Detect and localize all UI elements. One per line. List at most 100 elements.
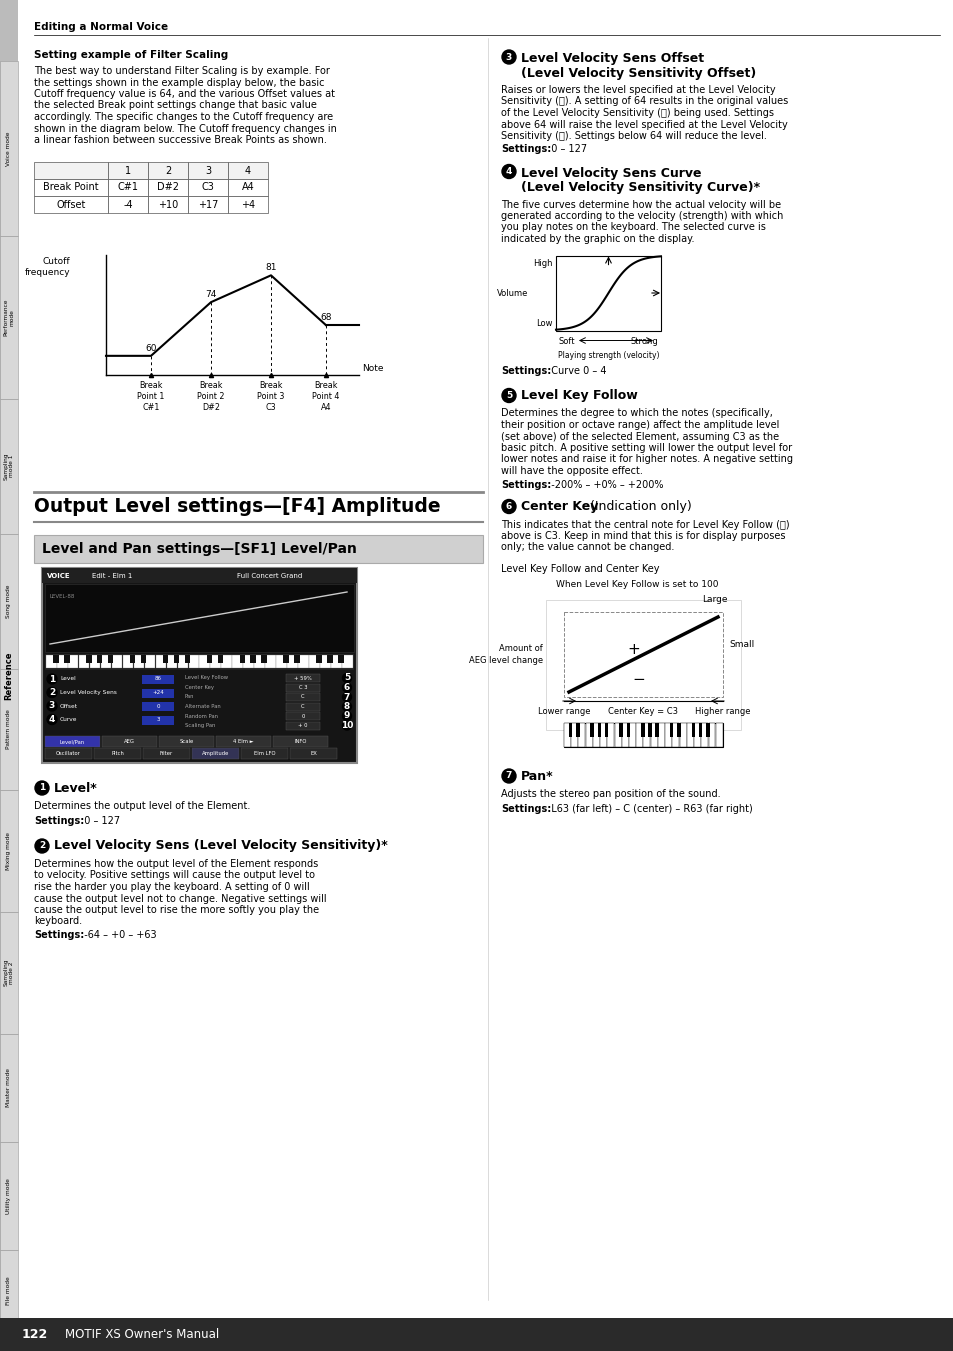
Bar bbox=[199, 655, 210, 667]
Text: High: High bbox=[533, 259, 553, 269]
Text: -64 – +0 – +63: -64 – +0 – +63 bbox=[78, 929, 156, 940]
Bar bbox=[90, 655, 100, 667]
Circle shape bbox=[342, 684, 351, 692]
Text: Setting example of Filter Scaling: Setting example of Filter Scaling bbox=[34, 50, 228, 59]
Bar bbox=[576, 723, 578, 738]
Bar bbox=[0, 790, 18, 912]
Bar bbox=[254, 655, 265, 667]
Circle shape bbox=[47, 688, 57, 697]
Text: Settings:: Settings: bbox=[500, 145, 551, 154]
Bar bbox=[0, 1250, 18, 1331]
Text: + 0: + 0 bbox=[298, 723, 308, 728]
Text: Elm LFO: Elm LFO bbox=[253, 751, 275, 757]
Bar bbox=[677, 723, 680, 738]
Text: Break
Point 2
D#2: Break Point 2 D#2 bbox=[197, 381, 225, 412]
Text: 2: 2 bbox=[49, 688, 55, 697]
Text: Raises or lowers the level specified at the Level Velocity: Raises or lowers the level specified at … bbox=[500, 85, 775, 95]
Text: Pattern mode: Pattern mode bbox=[7, 709, 11, 750]
Text: Level Velocity Sens: Level Velocity Sens bbox=[60, 690, 117, 694]
Text: Offset: Offset bbox=[60, 704, 78, 708]
Text: the selected Break point settings change that basic value: the selected Break point settings change… bbox=[34, 100, 316, 111]
Text: Center Key: Center Key bbox=[185, 685, 213, 690]
Bar bbox=[141, 655, 146, 662]
Text: Song mode: Song mode bbox=[7, 585, 11, 617]
Text: 1: 1 bbox=[49, 674, 55, 684]
Text: Level Key Follow and Center Key: Level Key Follow and Center Key bbox=[500, 563, 659, 574]
Text: The best way to understand Filter Scaling is by example. For: The best way to understand Filter Scalin… bbox=[34, 66, 330, 76]
Text: Edit - Elm 1: Edit - Elm 1 bbox=[91, 573, 132, 578]
Bar bbox=[155, 655, 166, 667]
Bar bbox=[173, 655, 179, 662]
Text: A4: A4 bbox=[241, 182, 254, 192]
Bar bbox=[0, 669, 18, 790]
Bar bbox=[163, 655, 168, 662]
Bar bbox=[618, 723, 622, 738]
Bar bbox=[148, 178, 188, 196]
Bar bbox=[276, 655, 287, 667]
Bar bbox=[698, 723, 701, 738]
Text: C3: C3 bbox=[201, 182, 214, 192]
Text: 9: 9 bbox=[343, 712, 350, 720]
Bar bbox=[705, 723, 709, 738]
Circle shape bbox=[47, 674, 57, 684]
Bar bbox=[273, 736, 328, 747]
Circle shape bbox=[501, 50, 516, 63]
Text: 5: 5 bbox=[505, 390, 512, 400]
Text: Break
Point 3
C3: Break Point 3 C3 bbox=[257, 381, 284, 412]
Bar bbox=[669, 723, 673, 738]
Text: 68: 68 bbox=[320, 313, 332, 322]
Circle shape bbox=[47, 701, 57, 711]
Text: Level Key Follow: Level Key Follow bbox=[185, 676, 228, 681]
Bar bbox=[233, 655, 243, 667]
Bar bbox=[628, 723, 636, 747]
Text: Full Concert Grand: Full Concert Grand bbox=[236, 573, 302, 578]
Text: When Level Key Follow is set to 100: When Level Key Follow is set to 100 bbox=[556, 580, 718, 589]
Bar bbox=[265, 655, 275, 667]
Text: -4: -4 bbox=[123, 200, 132, 209]
Text: 2: 2 bbox=[39, 842, 45, 851]
Bar bbox=[556, 255, 660, 331]
Text: only; the value cannot be changed.: only; the value cannot be changed. bbox=[500, 543, 674, 553]
Bar bbox=[108, 162, 148, 178]
Text: Adjusts the stereo pan position of the sound.: Adjusts the stereo pan position of the s… bbox=[500, 789, 720, 798]
Bar bbox=[215, 736, 271, 747]
Text: Pitch: Pitch bbox=[111, 751, 124, 757]
Text: Mixing mode: Mixing mode bbox=[7, 832, 11, 870]
Bar bbox=[585, 723, 592, 747]
Text: indicated by the graphic on the display.: indicated by the graphic on the display. bbox=[500, 234, 694, 245]
Text: 0 – 127: 0 – 127 bbox=[78, 816, 120, 825]
Text: Filter: Filter bbox=[160, 751, 172, 757]
Circle shape bbox=[501, 769, 516, 784]
Bar bbox=[621, 723, 628, 747]
Text: The five curves determine how the actual velocity will be: The five curves determine how the actual… bbox=[500, 200, 781, 209]
Bar bbox=[108, 178, 148, 196]
Text: 10: 10 bbox=[340, 721, 353, 730]
Text: +4: +4 bbox=[241, 200, 254, 209]
Bar bbox=[0, 1034, 18, 1142]
Bar bbox=[338, 655, 343, 662]
Text: Master mode: Master mode bbox=[7, 1069, 11, 1106]
Text: Determines how the output level of the Element responds: Determines how the output level of the E… bbox=[34, 859, 318, 869]
Text: Volume: Volume bbox=[497, 289, 527, 297]
Bar bbox=[563, 612, 722, 697]
Text: 1: 1 bbox=[125, 166, 131, 176]
Bar bbox=[691, 723, 695, 738]
Text: Level Velocity Sens Offset: Level Velocity Sens Offset bbox=[520, 51, 703, 65]
Text: above 64 will raise the level specified at the Level Velocity: above 64 will raise the level specified … bbox=[500, 119, 787, 130]
Bar bbox=[0, 912, 18, 1034]
Text: +17: +17 bbox=[197, 200, 218, 209]
Text: above is C3. Keep in mind that this is for display purposes: above is C3. Keep in mind that this is f… bbox=[500, 531, 784, 540]
Text: 1: 1 bbox=[39, 784, 45, 793]
Bar bbox=[331, 655, 341, 667]
Text: 60: 60 bbox=[145, 345, 156, 353]
Text: Small: Small bbox=[728, 640, 754, 648]
Bar bbox=[42, 567, 356, 763]
Bar bbox=[133, 655, 144, 667]
Text: cause the output level not to change. Negative settings will: cause the output level not to change. Ne… bbox=[34, 893, 326, 904]
Text: D#2: D#2 bbox=[157, 182, 179, 192]
Bar bbox=[86, 655, 91, 662]
Bar bbox=[123, 655, 133, 667]
Text: a linear fashion between successive Break Points as shown.: a linear fashion between successive Brea… bbox=[34, 135, 327, 145]
Text: the settings shown in the example display below, the basic: the settings shown in the example displa… bbox=[34, 77, 324, 88]
Text: Level Velocity Sens (Level Velocity Sensitivity)*: Level Velocity Sens (Level Velocity Sens… bbox=[54, 839, 387, 852]
